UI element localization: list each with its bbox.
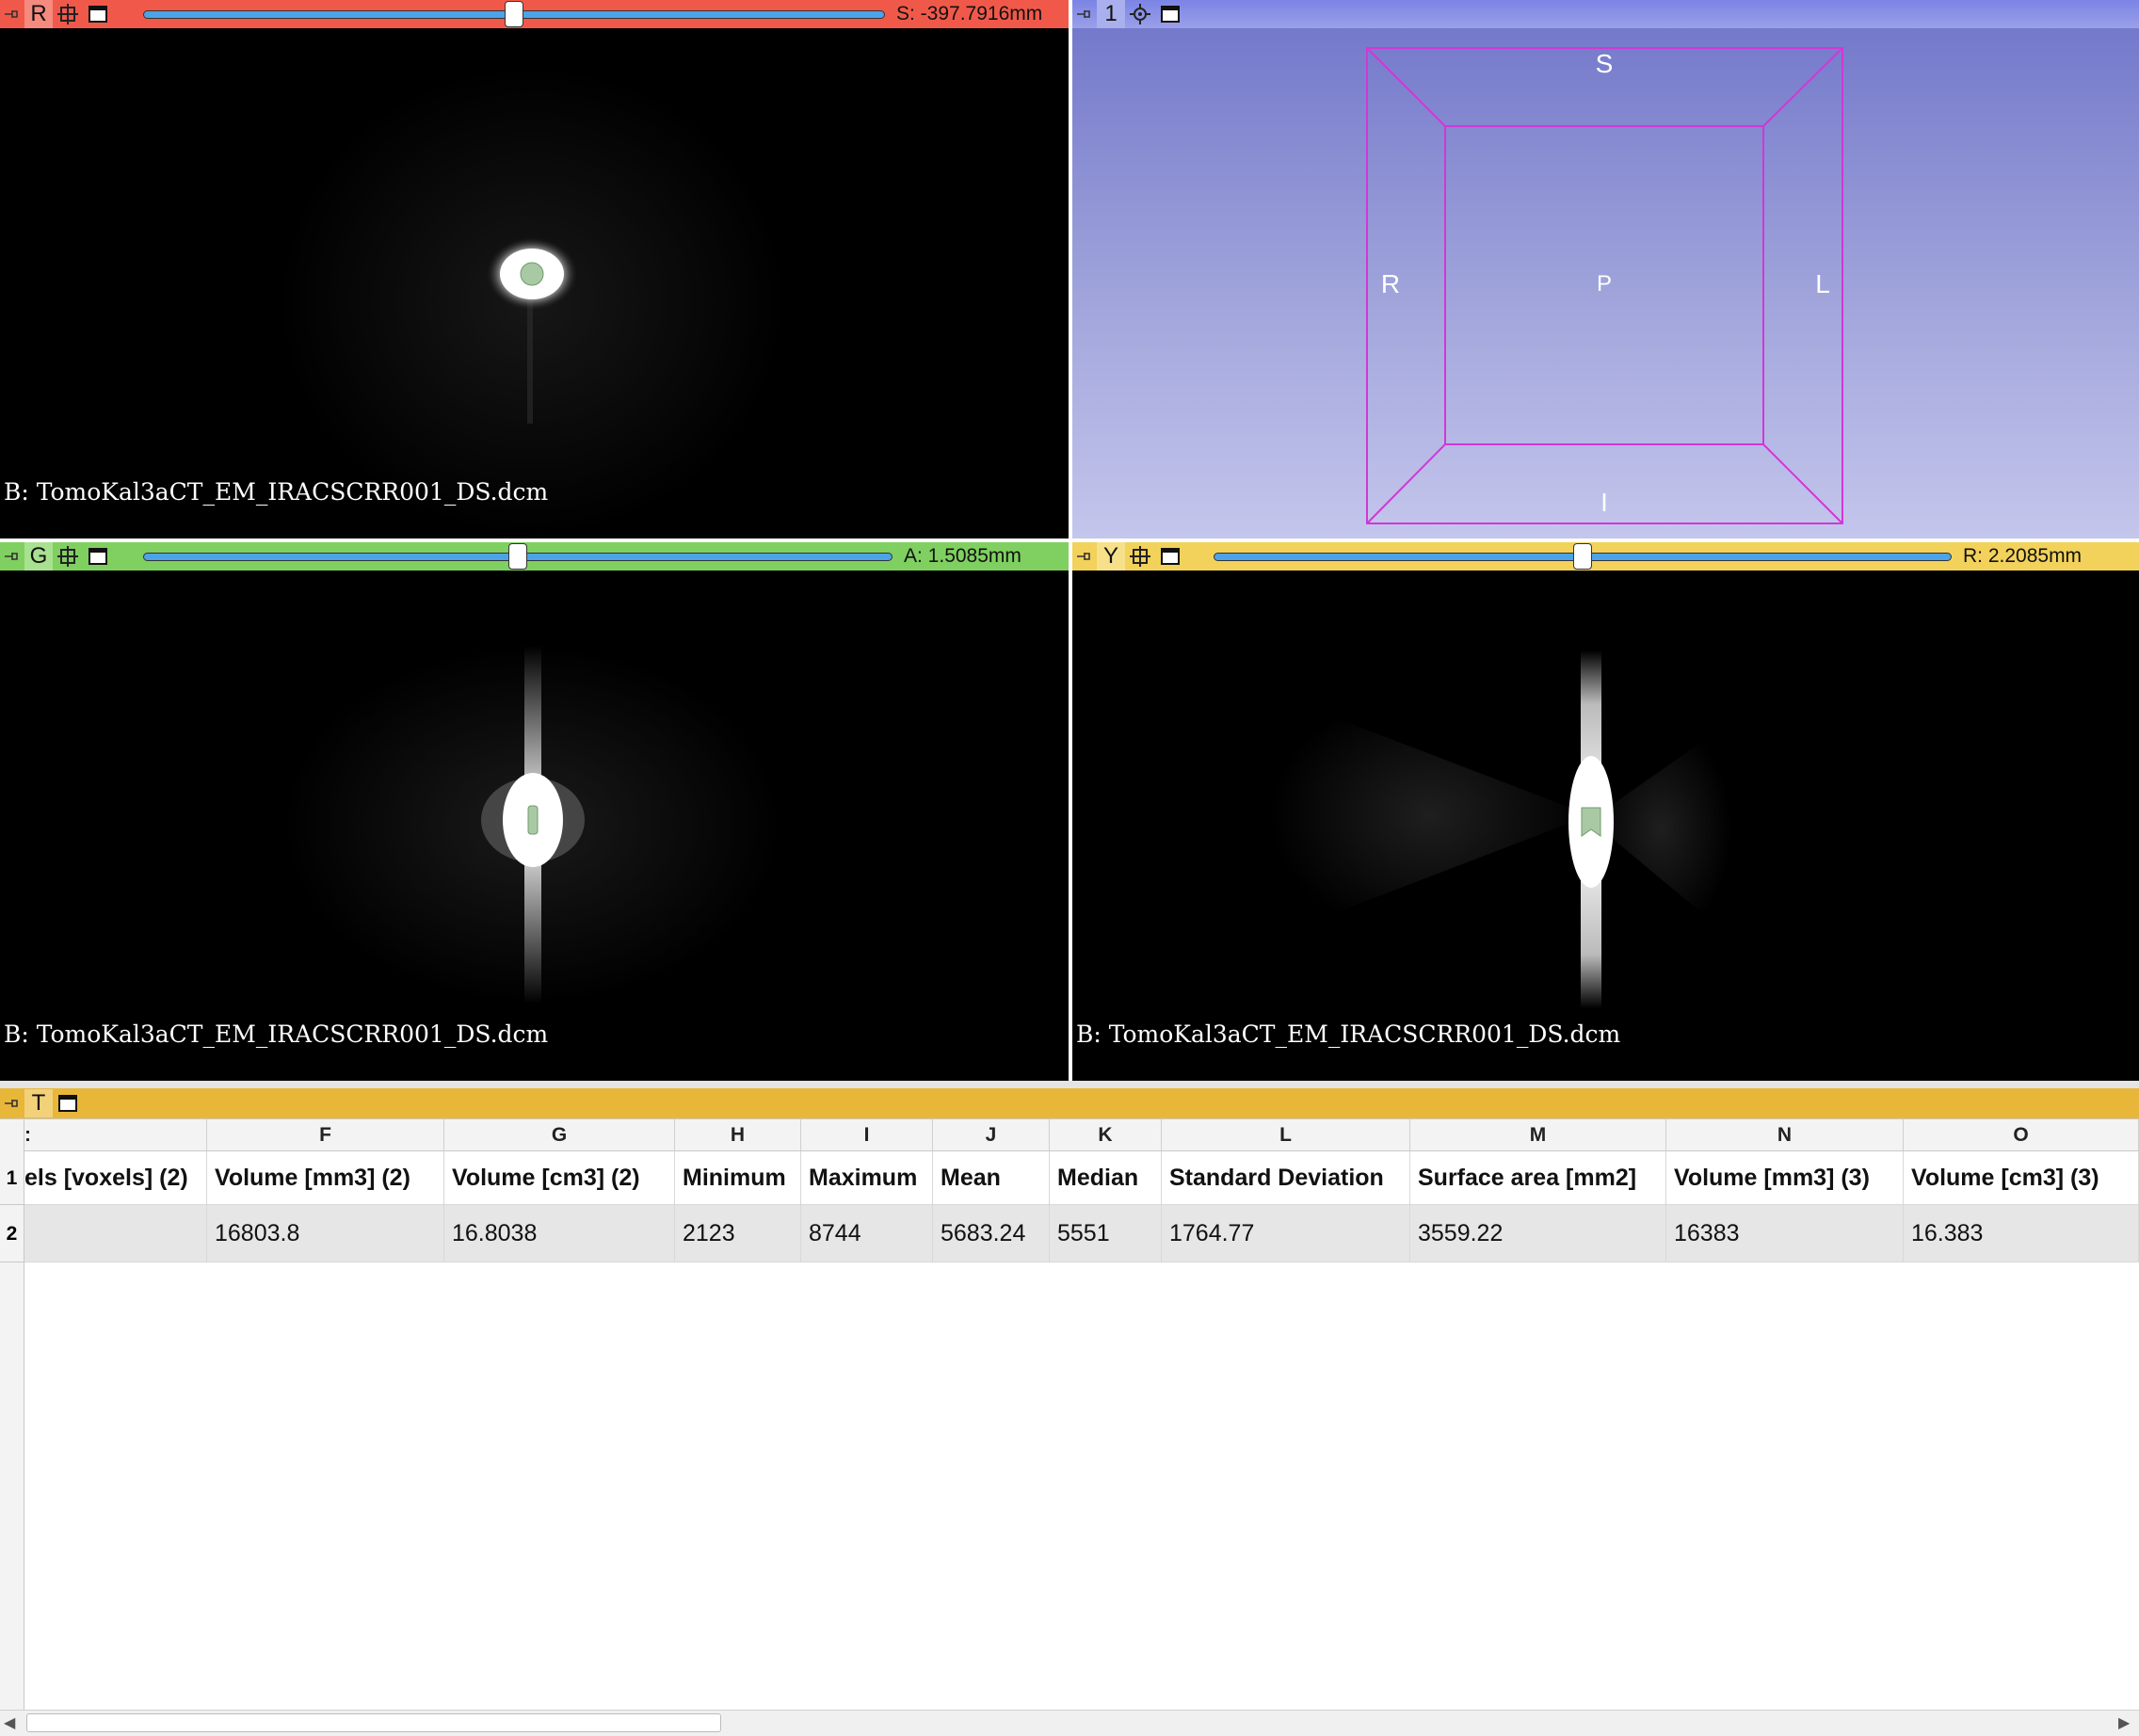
yellow-volume-label: B: TomoKal3aCT_EM_IRACSCRR001_DS.dcm [1076, 1021, 1621, 1048]
scroll-left-icon[interactable]: ◀ [4, 1715, 16, 1731]
column-header[interactable]: O [1904, 1119, 2139, 1151]
row-header-2[interactable]: 2 [0, 1205, 24, 1262]
table-data-cell[interactable]: 3559.22 [1410, 1205, 1666, 1262]
red-view-controller-bar: R S: -397.7916mm [0, 0, 1069, 28]
orientation-label-center: P [1596, 271, 1612, 297]
yellow-view-controller-bar: Y R: 2.2085mm [1072, 542, 2139, 571]
red-slice-offset: S: -397.7916mm [896, 3, 1043, 24]
pin-icon[interactable] [1072, 0, 1097, 28]
table-header-cell[interactable]: els [voxels] (2) [24, 1151, 207, 1205]
table-data-cell[interactable]: 16383 [1666, 1205, 1904, 1262]
pin-icon[interactable] [0, 542, 24, 571]
pin-icon[interactable] [0, 1089, 24, 1117]
maximize-view-icon[interactable] [53, 1089, 83, 1117]
link-icon[interactable] [53, 0, 83, 28]
table-header-cell[interactable]: Maximum [801, 1151, 933, 1205]
column-header[interactable]: G [444, 1119, 675, 1151]
table-data-cell[interactable]: 16803.8 [207, 1205, 444, 1262]
maximize-view-icon[interactable] [83, 0, 113, 28]
column-header[interactable]: M [1410, 1119, 1666, 1151]
green-view-label: G [24, 542, 53, 571]
table-data-cell[interactable]: 2123 [675, 1205, 801, 1262]
table-data-cell[interactable]: 5551 [1050, 1205, 1162, 1262]
column-header[interactable]: I [801, 1119, 933, 1151]
yellow-slice-viewport[interactable]: B: TomoKal3aCT_EM_IRACSCRR001_DS.dcm [1072, 571, 2139, 1081]
table-view-controller-bar: T [0, 1088, 2139, 1118]
yellow-slice-image [1270, 651, 1731, 1008]
gear-icon[interactable] [1125, 0, 1155, 28]
green-slice-image [282, 646, 781, 1004]
column-header[interactable]: : [24, 1119, 207, 1151]
horizontal-scrollbar[interactable]: ◀ ▶ [0, 1710, 2139, 1736]
threed-view-controller-bar: 1 [1072, 0, 2139, 28]
segment-overlay [1581, 807, 1601, 837]
table-header-cell[interactable]: Volume [mm3] (2) [207, 1151, 444, 1205]
yellow-slice-slider-handle[interactable] [1573, 543, 1592, 570]
link-icon[interactable] [53, 542, 83, 571]
green-slice-slider-handle[interactable] [508, 543, 527, 570]
yellow-view-label: Y [1097, 542, 1125, 571]
scrollbar-thumb[interactable] [26, 1713, 721, 1732]
column-header[interactable]: N [1666, 1119, 1904, 1151]
green-slice-offset: A: 1.5085mm [904, 545, 1021, 567]
table-data-cell[interactable]: 16.383 [1904, 1205, 2139, 1262]
table-header-cell[interactable]: Volume [cm3] (3) [1904, 1151, 2139, 1205]
threed-view-label: 1 [1097, 0, 1125, 28]
scroll-right-icon[interactable]: ▶ [2118, 1715, 2131, 1731]
green-slice-slider[interactable] [143, 543, 893, 570]
red-slice-slider-handle[interactable] [505, 1, 523, 27]
table-data-cell[interactable]: 16.8038 [444, 1205, 675, 1262]
orientation-label-top: S [1595, 49, 1614, 78]
column-header[interactable]: F [207, 1119, 444, 1151]
table-data-cell[interactable]: 5683.24 [933, 1205, 1050, 1262]
table-header-cell[interactable]: Median [1050, 1151, 1162, 1205]
pin-icon[interactable] [0, 0, 24, 28]
table-header-cell[interactable]: Standard Deviation [1162, 1151, 1410, 1205]
yellow-slice-slider[interactable] [1214, 543, 1952, 570]
red-slice-slider[interactable] [143, 1, 885, 27]
table-data-cell[interactable]: 1764.77 [1162, 1205, 1410, 1262]
column-header[interactable]: H [675, 1119, 801, 1151]
maximize-view-icon[interactable] [1155, 542, 1185, 571]
orientation-label-right: L [1815, 269, 1830, 298]
table-view-label: T [24, 1089, 53, 1117]
segment-overlay [520, 262, 544, 286]
table-data-cell[interactable] [24, 1205, 207, 1262]
green-slice-viewport[interactable]: B: TomoKal3aCT_EM_IRACSCRR001_DS.dcm [0, 571, 1069, 1081]
orientation-label-left: R [1380, 269, 1401, 298]
green-view-controller-bar: G A: 1.5085mm [0, 542, 1069, 571]
green-volume-label: B: TomoKal3aCT_EM_IRACSCRR001_DS.dcm [4, 1021, 549, 1048]
maximize-view-icon[interactable] [83, 542, 113, 571]
column-header[interactable]: K [1050, 1119, 1162, 1151]
column-header[interactable]: J [933, 1119, 1050, 1151]
pin-icon[interactable] [1072, 542, 1097, 571]
red-slice-viewport[interactable]: B: TomoKal3aCT_EM_IRACSCRR001_DS.dcm [0, 28, 1069, 538]
link-icon[interactable] [1125, 542, 1155, 571]
red-slice-image [278, 66, 786, 537]
table-header-cell[interactable]: Mean [933, 1151, 1050, 1205]
row-header-1[interactable]: 1 [0, 1151, 24, 1205]
bounding-box-3d [1366, 47, 1843, 524]
table-data-cell[interactable]: 8744 [801, 1205, 933, 1262]
red-view-label: R [24, 0, 53, 28]
table-header-cell[interactable]: Minimum [675, 1151, 801, 1205]
red-volume-label: B: TomoKal3aCT_EM_IRACSCRR001_DS.dcm [4, 478, 549, 506]
maximize-view-icon[interactable] [1155, 0, 1185, 28]
view-splitter[interactable] [0, 1081, 2139, 1088]
table-header-cell[interactable]: Volume [mm3] (3) [1666, 1151, 1904, 1205]
table-header-cell[interactable]: Surface area [mm2] [1410, 1151, 1666, 1205]
orientation-label-bottom: I [1600, 488, 1608, 517]
table-header-cell[interactable]: Volume [cm3] (2) [444, 1151, 675, 1205]
threed-viewport[interactable]: S R P L I [1072, 28, 2139, 538]
yellow-slice-offset: R: 2.2085mm [1963, 545, 2083, 567]
column-header[interactable]: L [1162, 1119, 1410, 1151]
segment-overlay [527, 805, 539, 835]
